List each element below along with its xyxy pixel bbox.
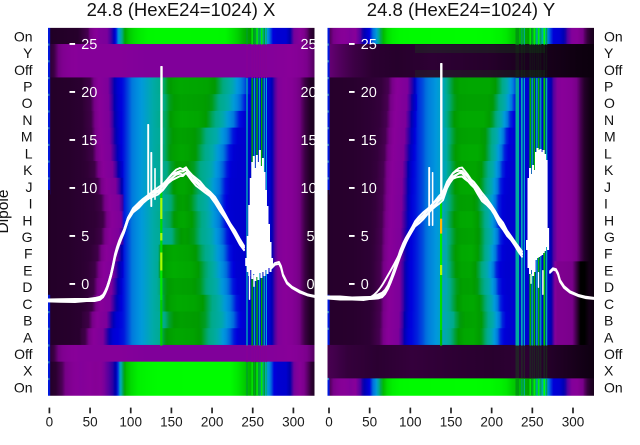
- svg-text:150: 150: [160, 415, 183, 430]
- svg-text:O: O: [604, 95, 615, 111]
- svg-text:24.8 (HexE24=1024) X: 24.8 (HexE24=1024) X: [87, 0, 276, 20]
- svg-text:250: 250: [241, 415, 264, 430]
- svg-text:L: L: [604, 145, 612, 161]
- svg-text:200: 200: [201, 415, 224, 430]
- svg-text:24.8 (HexE24=1024) Y: 24.8 (HexE24=1024) Y: [367, 0, 555, 20]
- svg-text:C: C: [604, 296, 614, 312]
- svg-text:50: 50: [83, 415, 98, 430]
- svg-text:200: 200: [480, 415, 503, 430]
- svg-text:G: G: [604, 229, 615, 245]
- svg-text:M: M: [21, 129, 33, 145]
- svg-text:A: A: [23, 329, 33, 345]
- svg-text:100: 100: [399, 415, 422, 430]
- svg-text:D: D: [604, 279, 614, 295]
- svg-text:300: 300: [282, 415, 305, 430]
- svg-text:J: J: [604, 179, 611, 195]
- svg-text:K: K: [604, 162, 614, 178]
- svg-text:N: N: [604, 112, 614, 128]
- svg-text:I: I: [29, 196, 33, 212]
- svg-text:E: E: [604, 262, 613, 278]
- svg-text:Dipole: Dipole: [0, 190, 12, 234]
- svg-text:F: F: [604, 246, 613, 262]
- svg-text:P: P: [23, 79, 32, 95]
- svg-text:50: 50: [362, 415, 377, 430]
- svg-text:Y: Y: [23, 45, 33, 61]
- svg-text:H: H: [22, 212, 32, 228]
- svg-text:150: 150: [440, 415, 463, 430]
- svg-text:I: I: [604, 196, 608, 212]
- svg-text:On: On: [604, 28, 623, 44]
- svg-text:J: J: [26, 179, 33, 195]
- svg-text:D: D: [22, 279, 32, 295]
- svg-text:P: P: [604, 79, 613, 95]
- svg-text:C: C: [22, 296, 32, 312]
- svg-text:X: X: [23, 363, 33, 379]
- svg-text:E: E: [23, 262, 32, 278]
- svg-text:H: H: [604, 212, 614, 228]
- svg-text:0: 0: [325, 415, 333, 430]
- svg-text:G: G: [22, 229, 33, 245]
- svg-text:On: On: [604, 379, 623, 395]
- svg-text:Off: Off: [604, 346, 623, 362]
- svg-text:L: L: [25, 145, 33, 161]
- svg-text:300: 300: [562, 415, 585, 430]
- svg-text:O: O: [22, 95, 33, 111]
- svg-text:Off: Off: [14, 62, 33, 78]
- svg-text:On: On: [14, 379, 33, 395]
- svg-text:M: M: [604, 129, 616, 145]
- svg-text:250: 250: [521, 415, 544, 430]
- svg-text:X: X: [604, 363, 614, 379]
- svg-text:Off: Off: [604, 62, 623, 78]
- svg-text:0: 0: [46, 415, 54, 430]
- svg-text:B: B: [604, 313, 613, 329]
- svg-text:B: B: [23, 313, 32, 329]
- svg-text:On: On: [14, 28, 33, 44]
- svg-text:100: 100: [119, 415, 142, 430]
- svg-text:N: N: [22, 112, 32, 128]
- svg-text:F: F: [24, 246, 33, 262]
- svg-text:Off: Off: [14, 346, 33, 362]
- svg-text:A: A: [604, 329, 614, 345]
- svg-text:K: K: [23, 162, 33, 178]
- svg-text:Y: Y: [604, 45, 614, 61]
